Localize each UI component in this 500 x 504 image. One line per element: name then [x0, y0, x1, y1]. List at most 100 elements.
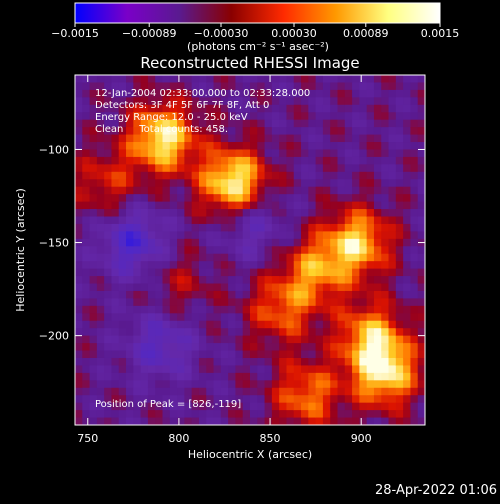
heatmap-cell: [410, 372, 419, 381]
heatmap-cell: [169, 305, 178, 314]
heatmap-cell: [417, 268, 425, 277]
heatmap-cell: [89, 216, 98, 225]
heatmap-cell: [301, 223, 309, 232]
heatmap-cell: [366, 417, 375, 425]
heatmap-cell: [133, 365, 142, 374]
heatmap-cell: [403, 119, 412, 128]
heatmap-cell: [337, 112, 346, 121]
heatmap-cell: [410, 328, 419, 337]
heatmap-cell: [89, 253, 98, 262]
heatmap-cell: [264, 209, 273, 218]
heatmap-cell: [271, 194, 280, 203]
heatmap-cell: [366, 171, 375, 180]
heatmap-cell: [271, 328, 280, 337]
heatmap-cell: [403, 164, 412, 173]
heatmap-cell: [155, 127, 164, 136]
heatmap-cell: [366, 365, 375, 374]
heatmap-cell: [344, 179, 353, 188]
heatmap-cell: [359, 194, 368, 203]
heatmap-cell: [315, 320, 324, 329]
heatmap-cell: [381, 201, 390, 210]
heatmap-cell: [126, 142, 134, 151]
heatmap-cell: [126, 290, 134, 300]
heatmap-cells: [75, 75, 425, 425]
heatmap-cell: [155, 134, 164, 143]
heatmap-cell: [373, 82, 382, 91]
annotation-clean: Clean Total counts: 458.: [95, 124, 228, 135]
heatmap-cell: [337, 97, 346, 106]
heatmap-cell: [403, 261, 412, 270]
heatmap-cell: [381, 142, 390, 151]
heatmap-cell: [111, 142, 120, 151]
heatmap-cell: [359, 328, 368, 337]
heatmap-cell: [228, 194, 237, 203]
heatmap-cell: [301, 313, 309, 322]
heatmap-cell: [337, 238, 346, 247]
heatmap-cell: [344, 268, 353, 277]
heatmap-cell: [410, 387, 419, 396]
heatmap-cell: [279, 223, 288, 232]
heatmap-cell: [191, 290, 200, 300]
heatmap-cell: [242, 82, 251, 91]
heatmap-cell: [286, 171, 295, 180]
heatmap-cell: [184, 194, 193, 203]
heatmap-cell: [235, 194, 244, 203]
heatmap-cell: [169, 179, 178, 188]
heatmap-cell: [352, 179, 360, 188]
heatmap-cell: [315, 372, 324, 381]
heatmap-cell: [286, 350, 295, 359]
heatmap-cell: [337, 276, 346, 285]
heatmap-cell: [395, 209, 404, 218]
heatmap-cell: [235, 246, 244, 255]
heatmap-cell: [250, 164, 258, 173]
heatmap-cell: [388, 253, 397, 262]
heatmap-cell: [96, 127, 105, 136]
heatmap-cell: [293, 395, 302, 404]
heatmap-cell: [264, 97, 273, 106]
heatmap-cell: [133, 164, 142, 173]
heatmap-cell: [337, 104, 346, 113]
heatmap-cell: [250, 313, 258, 322]
heatmap-cell: [235, 290, 244, 300]
heatmap-cell: [177, 186, 185, 195]
heatmap-cell: [96, 410, 105, 419]
heatmap-cell: [322, 276, 331, 285]
heatmap-cell: [220, 335, 229, 344]
heatmap-cell: [184, 75, 193, 84]
heatmap-cell: [373, 179, 382, 188]
heatmap-cell: [111, 410, 120, 419]
heatmap-cell: [162, 410, 171, 419]
heatmap-cell: [155, 410, 164, 419]
heatmap-cell: [140, 365, 149, 374]
heatmap-cell: [381, 350, 390, 359]
heatmap-cell: [235, 320, 244, 329]
heatmap-cell: [293, 164, 302, 173]
heatmap-cell: [198, 156, 207, 165]
heatmap-cell: [140, 283, 149, 292]
heatmap-cell: [162, 350, 171, 359]
heatmap-cell: [242, 290, 251, 300]
heatmap-cell: [264, 268, 273, 277]
heatmap-cell: [344, 402, 353, 411]
heatmap-cell: [242, 357, 251, 367]
heatmap-cell: [177, 164, 185, 173]
heatmap-cell: [344, 328, 353, 337]
heatmap-cell: [96, 320, 105, 329]
heatmap-cell: [198, 246, 207, 255]
heatmap-cell: [337, 201, 346, 210]
heatmap-cell: [147, 238, 156, 247]
heatmap-cell: [344, 97, 353, 106]
heatmap-cell: [155, 372, 164, 381]
heatmap-cell: [403, 350, 412, 359]
heatmap-cell: [133, 231, 142, 240]
heatmap-cell: [293, 350, 302, 359]
heatmap-cell: [403, 320, 412, 329]
heatmap-cell: [344, 142, 353, 151]
heatmap-cell: [104, 261, 113, 270]
heatmap-cell: [388, 380, 397, 389]
heatmap-cell: [89, 313, 98, 322]
heatmap-cell: [206, 112, 215, 121]
heatmap-cell: [111, 313, 120, 322]
heatmap-cell: [293, 97, 302, 106]
heatmap-cell: [111, 156, 120, 165]
